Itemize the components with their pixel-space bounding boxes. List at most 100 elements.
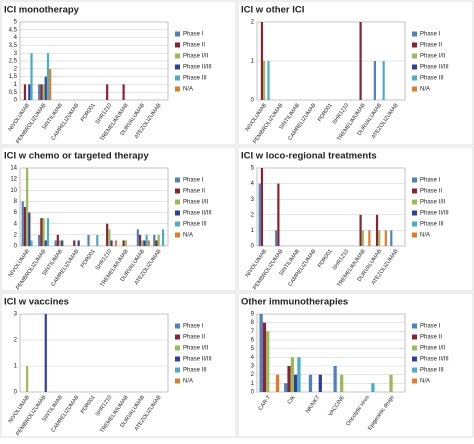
bar <box>371 383 375 392</box>
legend-swatch <box>412 177 417 183</box>
y-tick-label: 2 <box>251 372 255 378</box>
bar <box>359 22 362 100</box>
legend-swatch <box>412 345 417 351</box>
legend-swatch <box>412 221 417 227</box>
chart-title: ICI w loco-regional treatments <box>241 151 377 162</box>
bar <box>56 234 59 246</box>
legend-swatch <box>175 232 180 238</box>
bar <box>333 366 337 392</box>
bar <box>110 240 113 246</box>
bar <box>42 218 45 246</box>
bar <box>147 240 150 246</box>
legend-label: Phase I/II <box>420 346 446 352</box>
legend-swatch <box>412 334 417 340</box>
legend-swatch <box>412 31 417 37</box>
y-tick-label: 3 <box>251 364 255 370</box>
bar <box>122 240 125 246</box>
panel-frame <box>237 146 474 292</box>
legend-swatch <box>175 210 180 216</box>
panel-frame <box>0 0 237 146</box>
y-tick-label: 5 <box>14 20 18 26</box>
legend-swatch <box>175 86 180 92</box>
legend-swatch <box>175 64 180 70</box>
bar <box>26 366 29 392</box>
bar <box>284 383 288 392</box>
legend-swatch <box>412 75 417 81</box>
y-tick-label: 4 <box>251 355 255 361</box>
bar <box>384 230 387 246</box>
y-tick-label: 1 <box>251 381 255 387</box>
y-tick-label: 0 <box>14 244 18 250</box>
bar <box>141 240 144 246</box>
legend-label: N/A <box>420 233 430 239</box>
legend-label: Phase II/III <box>420 65 449 71</box>
bar <box>106 84 109 100</box>
legend-swatch <box>175 334 180 340</box>
bar <box>49 68 52 100</box>
y-tick-label: 2 <box>251 212 255 218</box>
legend-label: Phase II/III <box>420 357 449 363</box>
y-tick-label: 1 <box>14 364 18 370</box>
y-tick-label: 8 <box>14 199 18 205</box>
bar <box>44 240 47 246</box>
bar <box>30 240 33 246</box>
legend-label: Phase I/II <box>183 346 209 352</box>
legend-label: N/A <box>420 87 430 93</box>
y-tick-label: 12 <box>10 177 17 183</box>
bar <box>275 230 278 246</box>
bar <box>73 240 76 246</box>
legend-swatch <box>175 31 180 37</box>
bar <box>155 240 158 246</box>
x-tick-label: PDR001 <box>317 249 334 269</box>
chart-title: ICI monotherapy <box>4 5 80 16</box>
legend-swatch <box>175 188 180 194</box>
legend-label: Phase II <box>183 189 205 195</box>
legend-label: Phase III <box>183 76 207 82</box>
bar <box>46 53 50 100</box>
legend-swatch <box>412 367 417 373</box>
legend-swatch <box>412 86 417 92</box>
legend-label: Phase II <box>420 43 442 49</box>
panel: ICI w vaccines0123NIVOLUMABPEMBROLIZUMAB… <box>0 292 237 438</box>
legend-label: Phase I <box>420 32 441 38</box>
legend-label: Phase II <box>420 335 442 341</box>
legend-swatch <box>175 323 180 329</box>
y-tick-label: 4,5 <box>9 27 18 33</box>
bar <box>382 61 385 100</box>
bar <box>96 234 99 246</box>
x-tick-label: PDR001 <box>80 249 97 269</box>
x-tick-label: Epigenetic drugs <box>367 394 396 431</box>
bar <box>40 84 43 100</box>
bar <box>54 240 57 246</box>
bar <box>108 229 111 246</box>
plot-area <box>19 313 169 393</box>
bar <box>143 240 146 246</box>
legend-label: Phase III <box>420 368 444 374</box>
legend-label: N/A <box>420 379 430 385</box>
y-tick-label: 0 <box>14 98 18 104</box>
legend-label: Phase I <box>420 324 441 330</box>
legend-label: Phase II <box>420 189 442 195</box>
bar <box>61 240 64 246</box>
legend-label: Phase II/III <box>183 211 212 217</box>
legend-swatch <box>175 199 180 205</box>
bar <box>375 214 379 246</box>
y-tick-label: 8 <box>251 320 255 326</box>
bar <box>145 234 148 246</box>
y-tick-label: 0,5 <box>9 90 18 96</box>
bar <box>290 357 294 392</box>
y-tick-label: 2 <box>14 66 18 72</box>
bar <box>40 218 43 246</box>
legend-swatch <box>412 232 417 238</box>
legend-label: Phase I/II <box>420 200 446 206</box>
panel: ICI w other ICI012NIVOLUMABPEMBROLIZUMAB… <box>237 0 474 146</box>
bar <box>277 183 280 246</box>
bar <box>294 374 298 392</box>
bar <box>87 234 90 246</box>
y-tick-label: 4 <box>251 181 255 187</box>
bar <box>44 76 47 100</box>
x-tick-label: PDR001 <box>80 395 97 415</box>
legend-swatch <box>412 53 417 59</box>
y-tick-label: 0 <box>14 390 18 396</box>
y-tick-label: 2 <box>251 20 255 26</box>
